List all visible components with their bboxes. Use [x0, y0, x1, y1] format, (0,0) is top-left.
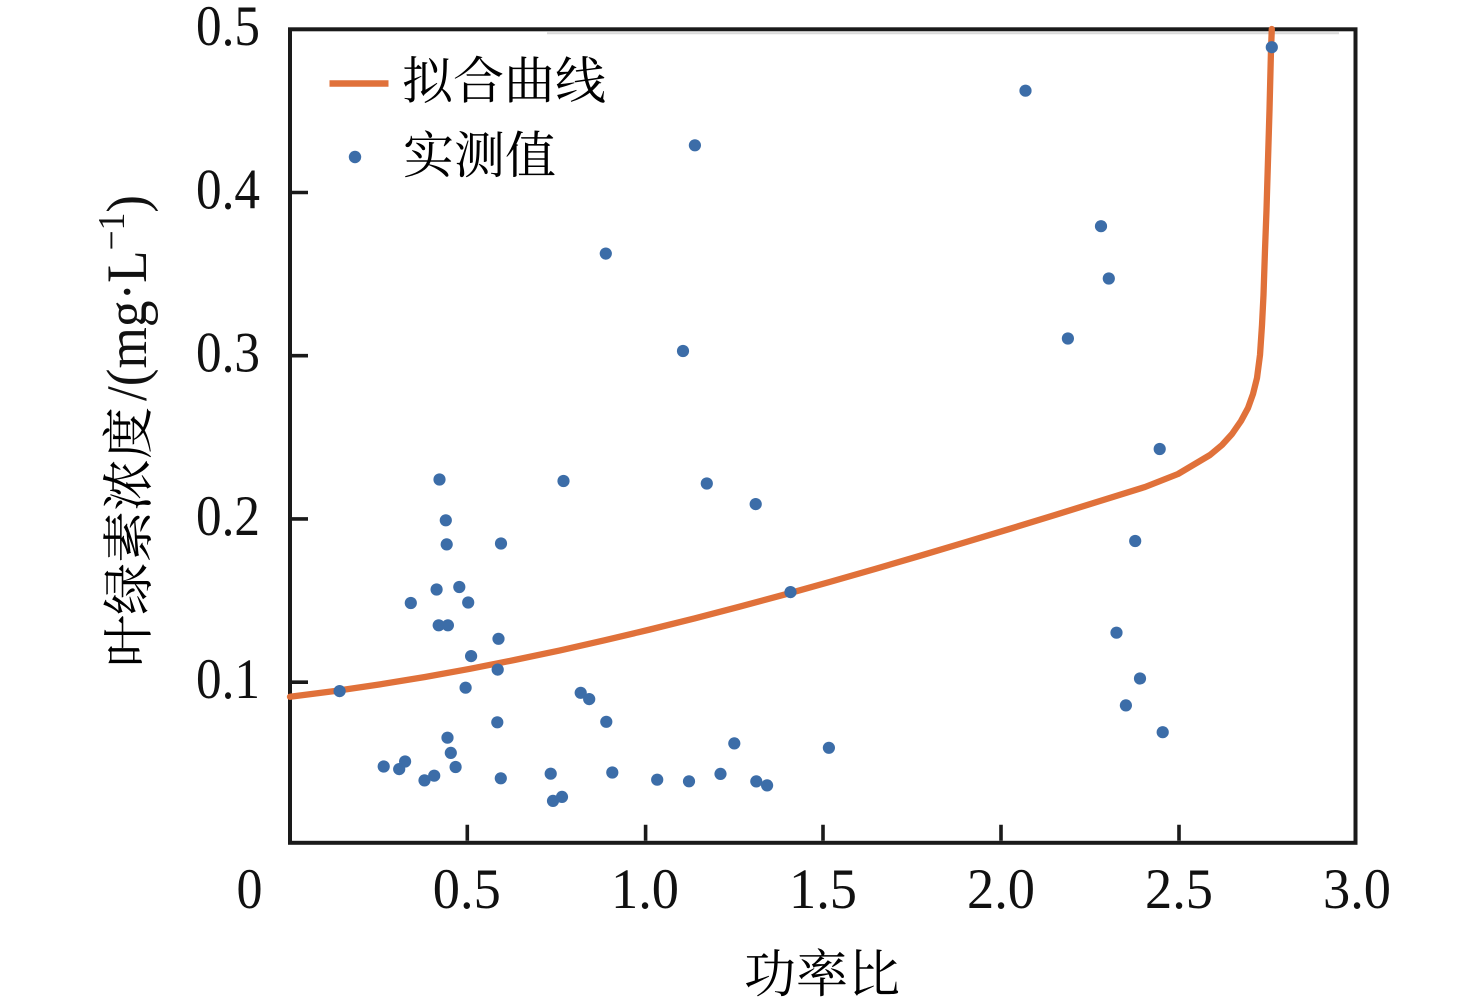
svg-text:2.0: 2.0 [967, 858, 1035, 921]
svg-text:2.5: 2.5 [1145, 858, 1213, 921]
svg-text:0.2: 0.2 [196, 485, 260, 548]
svg-text:0.5: 0.5 [433, 858, 501, 921]
svg-text:0.3: 0.3 [196, 322, 260, 385]
svg-text:3.0: 3.0 [1323, 858, 1391, 921]
svg-text:0.1: 0.1 [196, 648, 260, 711]
svg-text:0: 0 [237, 858, 263, 921]
svg-text:0.4: 0.4 [196, 158, 260, 221]
svg-text:1.0: 1.0 [611, 858, 679, 921]
svg-text:1.5: 1.5 [789, 858, 857, 921]
svg-text:0.5: 0.5 [196, 0, 260, 58]
